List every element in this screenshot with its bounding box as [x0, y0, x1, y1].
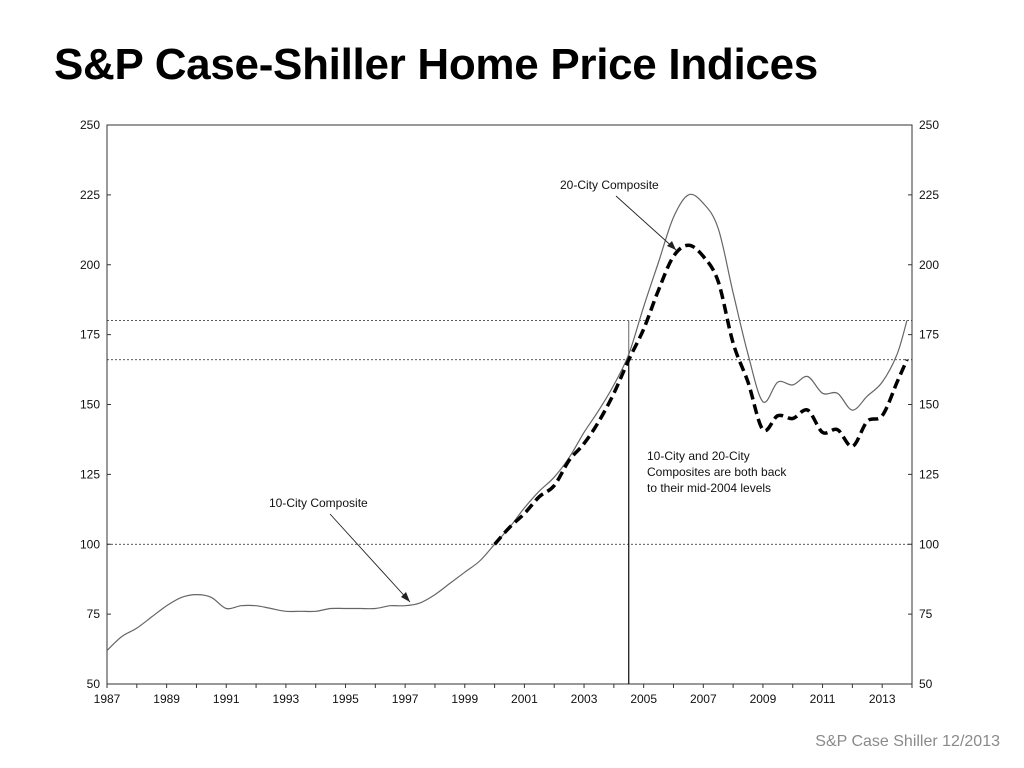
x-tick-label: 2011 — [810, 692, 836, 706]
series-line-10-city — [493, 243, 909, 546]
series-lines — [106, 193, 909, 651]
tick-labels: 50 50 75 75 100 100 125 125 150 150 175 175 200 200 22… — [80, 118, 939, 706]
y-tick-label-right: 75 — [919, 607, 933, 621]
annotation-arrow-10-city — [329, 513, 411, 603]
series-line-20-city — [106, 193, 908, 651]
y-tick-label-right: 250 — [919, 118, 939, 132]
x-tick-label: 2007 — [690, 692, 717, 706]
annotation-note: 10-City and 20-City Composites are both b… — [647, 449, 787, 495]
annotation-note-line: Composites are both back — [647, 465, 787, 479]
axes — [106, 124, 913, 688]
y-tick-label-right: 175 — [919, 328, 939, 342]
x-tick-label: 2003 — [571, 692, 598, 706]
annotation-10-city-label: 10-City Composite — [269, 496, 368, 510]
slide-title: S&P Case-Shiller Home Price Indices — [54, 40, 818, 89]
x-tick-label: 1991 — [213, 692, 240, 706]
y-tick-label-left: 75 — [87, 607, 101, 621]
y-tick-label-left: 150 — [80, 398, 100, 412]
plot-frame — [106, 124, 913, 685]
y-tick-label-right: 150 — [919, 398, 939, 412]
x-tick-label: 1989 — [153, 692, 180, 706]
y-tick-label-right: 100 — [919, 537, 939, 551]
y-tick-label-right: 125 — [919, 467, 939, 481]
y-tick-label-right: 200 — [919, 258, 939, 272]
x-tick-label: 2013 — [869, 692, 896, 706]
y-tick-label-left: 250 — [80, 118, 100, 132]
y-tick-label-right: 50 — [919, 677, 933, 691]
annotation-arrow-20-city — [615, 195, 677, 251]
annotation-20-city-label: 20-City Composite — [560, 178, 659, 192]
y-tick-label-left: 125 — [80, 467, 100, 481]
annotation-arrowhead-10-city — [401, 592, 410, 602]
x-tick-label: 2001 — [511, 692, 538, 706]
x-tick-label: 2009 — [750, 692, 777, 706]
annotation-arrowhead-20-city — [667, 241, 676, 250]
y-tick-label-left: 200 — [80, 258, 100, 272]
y-tick-label-left: 50 — [87, 677, 101, 691]
x-tick-label: 2005 — [630, 692, 657, 706]
annotation-note-line: 10-City and 20-City — [647, 449, 750, 463]
annotation-note-line: to their mid-2004 levels — [647, 481, 771, 495]
x-tick-label: 1999 — [451, 692, 478, 706]
y-tick-label-right: 225 — [919, 188, 939, 202]
x-tick-label: 1997 — [392, 692, 419, 706]
y-tick-label-left: 175 — [80, 328, 100, 342]
x-tick-label: 1995 — [332, 692, 359, 706]
reference-lines — [107, 320, 912, 684]
footer-source: S&P Case Shiller 12/2013 — [815, 733, 1000, 750]
y-tick-label-left: 225 — [80, 188, 100, 202]
x-tick-label: 1993 — [273, 692, 300, 706]
x-tick-label: 1987 — [94, 692, 121, 706]
annotations: 20-City Composite 10-City Composite 10-Cit… — [269, 178, 787, 603]
y-tick-label-left: 100 — [80, 537, 100, 551]
